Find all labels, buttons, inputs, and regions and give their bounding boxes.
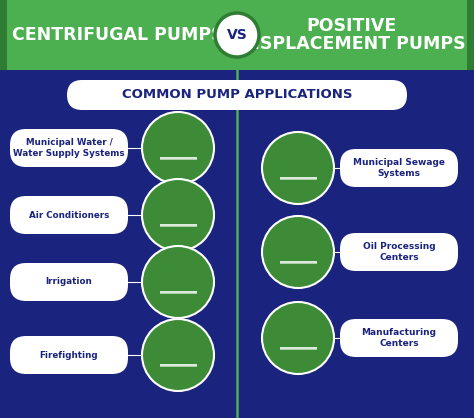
Text: Municipal Water /
Water Supply Systems: Municipal Water / Water Supply Systems [13,138,125,158]
Text: DISPLACEMENT PUMPS: DISPLACEMENT PUMPS [239,35,465,53]
Circle shape [262,216,334,288]
Text: VS: VS [227,28,247,42]
Circle shape [262,132,334,204]
Circle shape [142,319,214,391]
Text: Irrigation: Irrigation [46,278,92,286]
Text: Oil Processing
Centers: Oil Processing Centers [363,242,435,262]
Bar [0,0,7,70]
FancyBboxPatch shape [340,319,458,357]
FancyBboxPatch shape [0,0,474,70]
Text: Firefighting: Firefighting [40,351,98,359]
Text: Manufacturing
Centers: Manufacturing Centers [362,328,437,348]
FancyBboxPatch shape [10,196,128,234]
Text: POSITIVE: POSITIVE [307,17,397,35]
Text: Air Conditioners: Air Conditioners [29,211,109,219]
FancyBboxPatch shape [340,233,458,271]
Text: CENTRIFUGAL PUMPS: CENTRIFUGAL PUMPS [12,26,224,44]
Text: COMMON PUMP APPLICATIONS: COMMON PUMP APPLICATIONS [122,89,352,102]
FancyBboxPatch shape [10,336,128,374]
FancyBboxPatch shape [10,129,128,167]
Text: Municipal Sewage
Systems: Municipal Sewage Systems [353,158,445,178]
Circle shape [142,179,214,251]
Bar [467,0,474,70]
Circle shape [142,246,214,318]
FancyBboxPatch shape [10,263,128,301]
FancyBboxPatch shape [340,149,458,187]
Circle shape [262,302,334,374]
Circle shape [142,112,214,184]
Circle shape [215,13,259,57]
FancyBboxPatch shape [67,80,407,110]
